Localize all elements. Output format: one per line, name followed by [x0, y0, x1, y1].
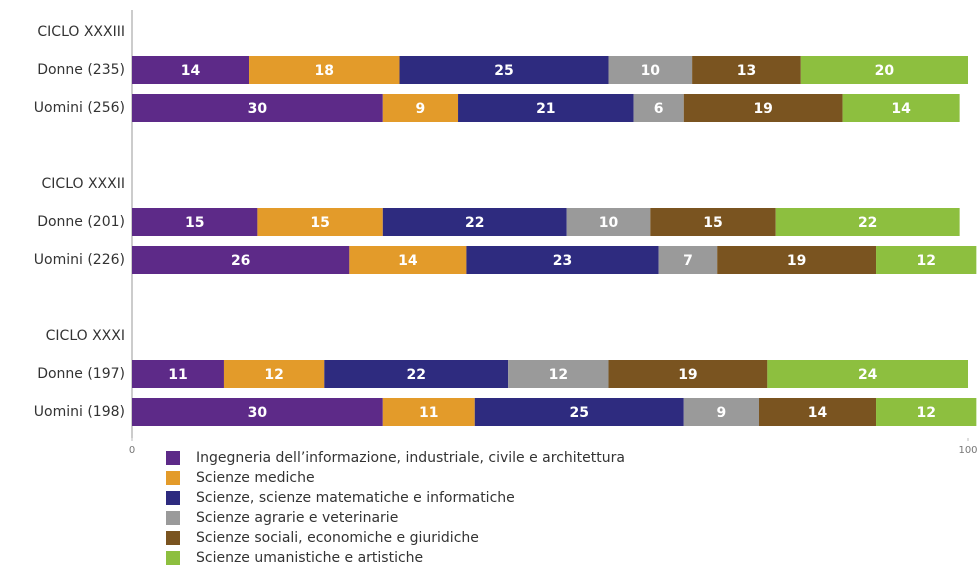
bar-segment	[466, 246, 659, 274]
data-label: 19	[787, 253, 806, 269]
bar-segment	[775, 208, 960, 236]
category-label: CICLO XXXIII	[37, 24, 125, 40]
data-label: 11	[168, 367, 187, 383]
bar-segment	[349, 246, 467, 274]
data-label: 20	[875, 63, 895, 79]
data-label: 13	[737, 63, 756, 79]
bar-segment	[382, 398, 475, 426]
bar-segment	[767, 360, 968, 388]
category-label: Uomini (198)	[34, 404, 125, 420]
data-label: 30	[248, 101, 268, 117]
bar-segment	[566, 208, 651, 236]
legend-label: Scienze umanistiche e artistiche	[196, 550, 423, 565]
legend-swatch	[166, 531, 180, 545]
legend-label: Scienze, scienze matematiche e informati…	[196, 490, 515, 506]
legend-label: Scienze agrarie e veterinarie	[196, 510, 398, 526]
category-label: Donne (197)	[37, 366, 125, 382]
data-label: 15	[185, 215, 204, 231]
bar-segment	[132, 94, 383, 122]
data-label: 19	[753, 101, 772, 117]
data-label: 12	[264, 367, 283, 383]
data-label: 15	[703, 215, 722, 231]
data-label: 14	[891, 101, 911, 117]
data-label: 12	[916, 405, 935, 421]
legend-label: Scienze mediche	[196, 470, 315, 486]
data-label: 22	[858, 215, 877, 231]
legend-label: Ingegneria dell’informazione, industrial…	[196, 450, 625, 466]
bar-segment	[842, 94, 960, 122]
bar-segment	[876, 398, 977, 426]
bar-segment	[683, 94, 843, 122]
data-label: 21	[536, 101, 555, 117]
bar-segment	[458, 94, 634, 122]
data-label: 14	[398, 253, 418, 269]
category-label: Donne (201)	[37, 214, 125, 230]
bar-segment	[759, 398, 877, 426]
x-tick-label: 0	[129, 445, 135, 456]
bar-segment	[683, 398, 759, 426]
bar-segment	[249, 56, 400, 84]
data-label: 12	[549, 367, 568, 383]
bar-segment	[633, 94, 684, 122]
data-label: 30	[248, 405, 268, 421]
category-label: CICLO XXXII	[42, 176, 125, 192]
data-label: 11	[419, 405, 438, 421]
bar-segment	[132, 246, 350, 274]
data-label: 7	[683, 253, 693, 269]
data-label: 14	[808, 405, 828, 421]
data-label: 9	[416, 101, 426, 117]
legend-swatch	[166, 471, 180, 485]
legend-swatch	[166, 491, 180, 505]
bar-segment	[650, 208, 776, 236]
data-label: 10	[641, 63, 661, 79]
bar-segment	[717, 246, 877, 274]
data-label: 25	[494, 63, 513, 79]
data-label: 24	[858, 367, 878, 383]
legend-label: Scienze sociali, economiche e giuridiche	[196, 530, 479, 546]
data-label: 10	[599, 215, 619, 231]
data-label: 19	[678, 367, 697, 383]
data-label: 12	[916, 253, 935, 269]
bar-segment	[508, 360, 609, 388]
bar-segment	[132, 56, 250, 84]
bar-segment	[257, 208, 383, 236]
bar-segment	[474, 398, 684, 426]
bar-segment	[132, 208, 258, 236]
bar-segment	[608, 360, 768, 388]
bar-segment	[324, 360, 509, 388]
bar-segment	[132, 360, 224, 388]
bar-segment	[692, 56, 801, 84]
bar-segment	[132, 398, 383, 426]
bar-segment	[658, 246, 718, 274]
legend-swatch	[166, 511, 180, 525]
data-label: 15	[310, 215, 329, 231]
data-label: 22	[406, 367, 425, 383]
legend-swatch	[166, 551, 180, 565]
bar-segment	[382, 208, 567, 236]
bar-segment	[223, 360, 325, 388]
data-label: 26	[231, 253, 250, 269]
data-label: 14	[181, 63, 201, 79]
category-label: Donne (235)	[37, 62, 125, 78]
bar-segment	[608, 56, 693, 84]
bar-segment	[800, 56, 968, 84]
legend-swatch	[166, 451, 180, 465]
bar-segment	[876, 246, 977, 274]
category-label: Uomini (256)	[34, 100, 125, 116]
category-label: Uomini (226)	[34, 252, 125, 268]
x-tick-label: 100	[958, 445, 977, 456]
category-label: CICLO XXXI	[46, 328, 125, 344]
data-label: 6	[654, 101, 664, 117]
data-label: 9	[717, 405, 727, 421]
data-label: 22	[465, 215, 484, 231]
data-label: 18	[315, 63, 334, 79]
bar-segment	[399, 56, 609, 84]
data-label: 23	[553, 253, 572, 269]
data-label: 25	[570, 405, 589, 421]
bar-segment	[382, 94, 459, 122]
